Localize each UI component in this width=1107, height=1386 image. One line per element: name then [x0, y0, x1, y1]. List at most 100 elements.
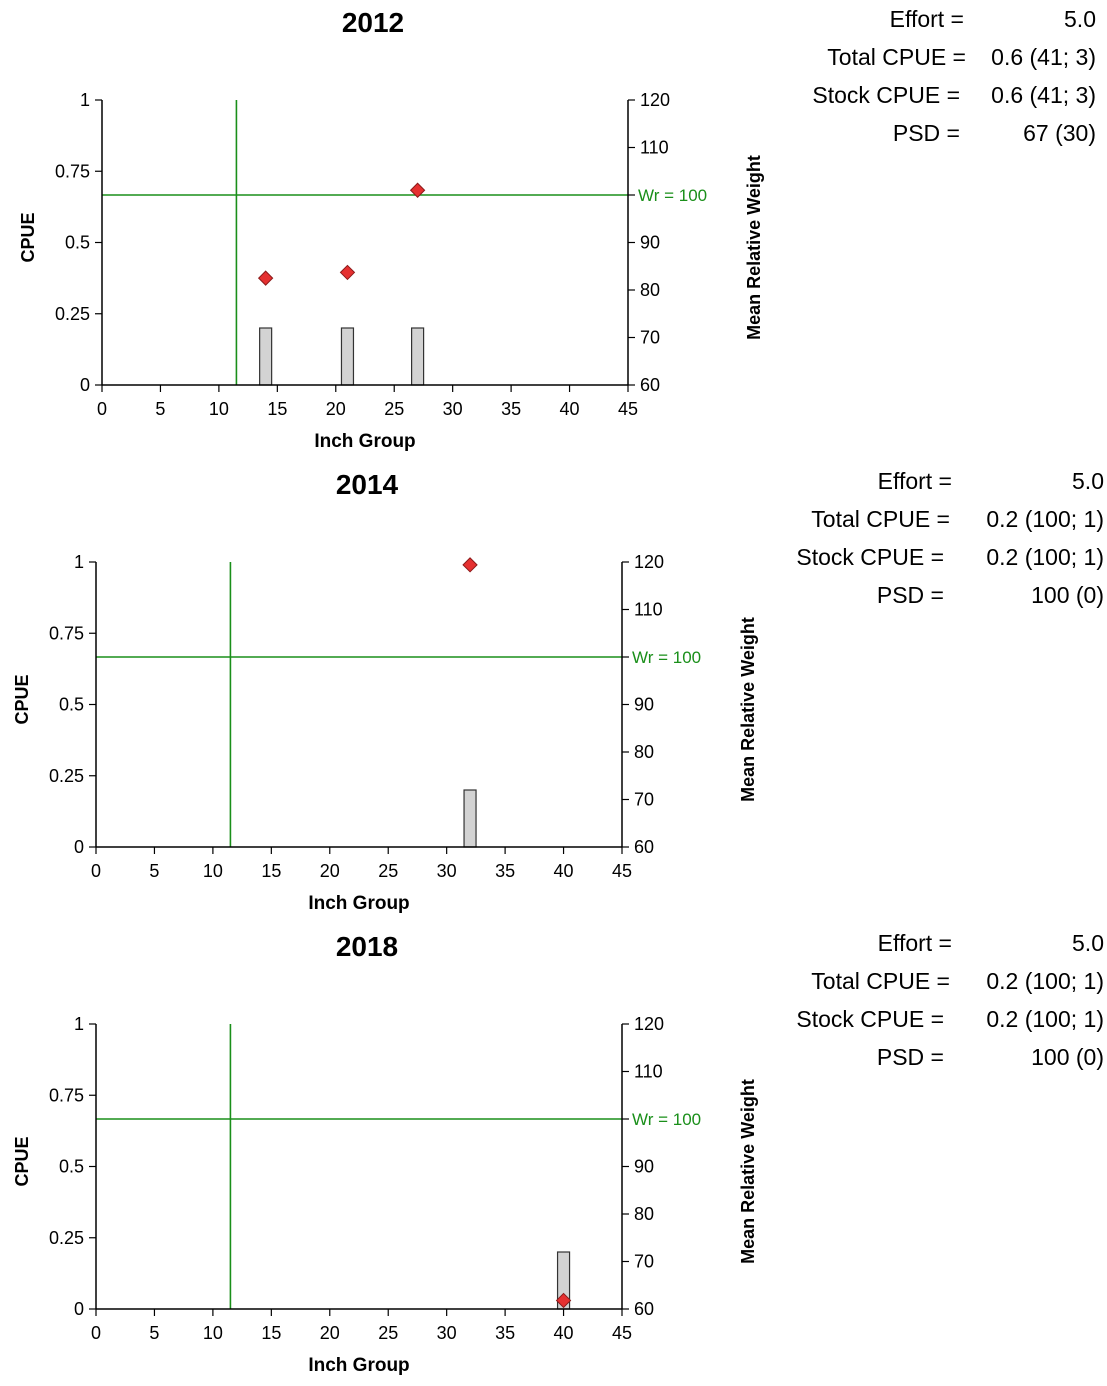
total-cpue-value: 0.6 (41; 3): [991, 44, 1096, 70]
effort-label: Effort =: [877, 468, 952, 494]
chart-title: 2014: [336, 469, 399, 500]
stock-cpue-row: Stock CPUE = 0.2 (100; 1): [760, 1006, 1104, 1036]
total-cpue-row: Total CPUE = 0.2 (100; 1): [760, 968, 1104, 998]
effort-label: Effort =: [877, 930, 952, 956]
y2-tick-label: 80: [634, 1204, 654, 1224]
y-axis-label: CPUE: [12, 1136, 32, 1186]
y-tick-label: 0: [74, 837, 84, 857]
bar: [463, 789, 477, 848]
chart-panel-2018: 2018 Wr = 100 0 5 10 15 20 25 30 35 40 45 0 0.25 0.5 0.…: [0, 924, 1107, 1386]
wr-marker: [257, 270, 274, 286]
x-tick-label: 40: [554, 861, 574, 881]
x-tick-label: 45: [618, 399, 638, 419]
y2-tick-label: 120: [634, 552, 664, 572]
effort-value: 5.0: [1072, 468, 1104, 494]
stock-cpue-value: 0.2 (100; 1): [986, 544, 1104, 570]
chart-title: 2012: [342, 7, 404, 38]
effort-row: Effort = 5.0: [760, 930, 1104, 960]
x-tick-label: 0: [91, 861, 101, 881]
x-tick-label: 30: [437, 861, 457, 881]
psd-value: 100 (0): [1031, 582, 1104, 608]
x-tick-label: 5: [149, 861, 159, 881]
x-tick-label: 10: [203, 861, 223, 881]
total-cpue-label: Total CPUE =: [827, 44, 966, 70]
y-tick-label: 1: [80, 90, 90, 110]
y-tick-label: 0: [80, 375, 90, 395]
y2-tick-label: 110: [640, 138, 669, 158]
x-tick-label: 5: [155, 399, 165, 419]
x-tick-label: 30: [443, 399, 463, 419]
y2-tick-label: 120: [640, 90, 670, 110]
x-tick-label: 15: [261, 1323, 281, 1343]
wr-marker: [339, 264, 356, 281]
y2-axis-label: Mean Relative Weight: [738, 1079, 758, 1264]
y2-tick-label: 70: [634, 1252, 654, 1272]
wr-reference-label: Wr = 100: [632, 1110, 701, 1129]
y2-tick-label: 90: [634, 1157, 654, 1177]
effort-row: Effort = 5.0: [760, 6, 1100, 36]
x-tick-label: 35: [501, 399, 521, 419]
chart-2018: 2018 Wr = 100 0 5 10 15 20 25 30 35 40 45 0 0.25 0.5 0.…: [12, 931, 758, 1376]
y2-tick-label: 110: [634, 600, 663, 620]
y-tick-label: 0.5: [59, 695, 84, 715]
y-axis-label: CPUE: [18, 212, 38, 262]
x-tick-label: 40: [554, 1323, 574, 1343]
total-cpue-label: Total CPUE =: [811, 968, 950, 994]
x-tick-label: 30: [437, 1323, 457, 1343]
y-tick-label: 0.75: [49, 623, 84, 643]
x-tick-label: 40: [560, 399, 580, 419]
y-axis-label: CPUE: [12, 674, 32, 724]
psd-label: PSD =: [892, 120, 960, 146]
chart-2012: 2012 Wr = 100 0 5 10 15 20 25 30 35 40 45 0 0.25 0.5 0.…: [18, 7, 764, 452]
chart-panel-2014: 2014 Wr = 100 0 5 10 15 20 25 30 35 40 45 0 0.25 0.5 0.…: [0, 462, 1107, 924]
x-tick-label: 25: [378, 861, 398, 881]
effort-label: Effort =: [889, 6, 964, 32]
stock-cpue-label: Stock CPUE =: [796, 1006, 944, 1032]
bar: [340, 327, 355, 386]
y-tick-label: 0.25: [49, 1228, 84, 1248]
y-tick-label: 1: [74, 552, 84, 572]
stock-cpue-row: Stock CPUE = 0.6 (41; 3): [760, 82, 1100, 112]
y-tick-label: 0: [74, 1299, 84, 1319]
x-tick-label: 25: [384, 399, 404, 419]
x-tick-label: 10: [209, 399, 229, 419]
y2-tick-label: 60: [640, 375, 660, 395]
chart-title: 2018: [336, 931, 398, 962]
y2-tick-label: 80: [634, 742, 654, 762]
x-tick-label: 20: [326, 399, 346, 419]
y-tick-label: 0.25: [55, 304, 90, 324]
effort-value: 5.0: [1072, 930, 1104, 956]
y2-tick-label: 60: [634, 837, 654, 857]
x-axis-label: Inch Group: [314, 431, 415, 452]
y2-tick-label: 90: [634, 695, 654, 715]
psd-label: PSD =: [876, 1044, 944, 1070]
x-tick-label: 35: [495, 861, 515, 881]
stats-block-2014: Effort = 5.0 Total CPUE = 0.2 (100; 1) S…: [760, 468, 1104, 608]
stock-cpue-label: Stock CPUE =: [812, 82, 960, 108]
wr-marker: [555, 1292, 572, 1309]
x-tick-label: 0: [91, 1323, 101, 1343]
x-tick-label: 15: [267, 399, 287, 419]
chart-2014: 2014 Wr = 100 0 5 10 15 20 25 30 35 40 45 0 0.25 0.5 0.…: [12, 469, 758, 914]
psd-value: 67 (30): [1023, 120, 1096, 146]
psd-label: PSD =: [876, 582, 944, 608]
y2-axis-label: Mean Relative Weight: [744, 155, 764, 340]
x-tick-label: 45: [612, 861, 632, 881]
stats-block-2018: Effort = 5.0 Total CPUE = 0.2 (100; 1) S…: [760, 930, 1104, 1070]
x-tick-label: 20: [320, 861, 340, 881]
stock-cpue-label: Stock CPUE =: [796, 544, 944, 570]
wr-reference-label: Wr = 100: [632, 648, 701, 667]
y2-tick-label: 70: [640, 328, 660, 348]
x-tick-label: 0: [97, 399, 107, 419]
y2-tick-label: 120: [634, 1014, 664, 1034]
y2-tick-label: 70: [634, 790, 654, 810]
stats-block-2012: Effort = 5.0 Total CPUE = 0.6 (41; 3) St…: [760, 6, 1100, 146]
bar: [411, 327, 425, 386]
y2-tick-label: 110: [634, 1062, 663, 1082]
y-tick-label: 0.75: [49, 1085, 84, 1105]
total-cpue-value: 0.2 (100; 1): [986, 506, 1104, 532]
x-tick-label: 25: [378, 1323, 398, 1343]
psd-value: 100 (0): [1031, 1044, 1104, 1070]
psd-row: PSD = 67 (30): [760, 120, 1100, 150]
psd-row: PSD = 100 (0): [760, 582, 1104, 612]
